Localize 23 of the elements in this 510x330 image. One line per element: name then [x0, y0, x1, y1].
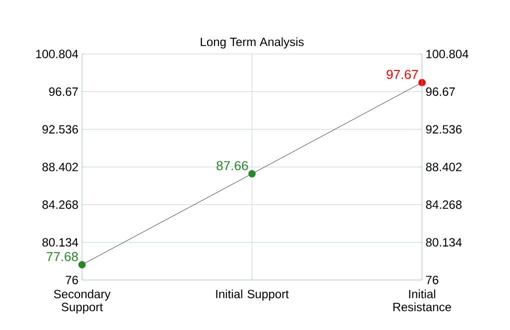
y-tick-label: 92.536	[426, 125, 462, 134]
y2-tick-label: 92.536	[42, 125, 78, 134]
y2-tick-label: 88.402	[42, 162, 78, 172]
chart-title: Long Term Analysis	[200, 37, 304, 48]
y-tick-label: 88.402	[426, 162, 462, 172]
data-label: 87.66	[216, 161, 248, 170]
y-tick-label: 84.268	[426, 200, 462, 209]
y2-tick-label: 76	[66, 276, 78, 284]
point	[248, 170, 256, 178]
y-tick-label: 80.134	[426, 238, 462, 247]
y2-tick-label: 100.804	[36, 50, 78, 58]
point	[78, 261, 86, 268]
x-tick-label: Initial Resistance	[393, 290, 452, 312]
x-tick-label: Secondary Support	[54, 290, 111, 314]
y-tick-label: 100.804	[426, 50, 468, 58]
data-label: 97.67	[386, 70, 418, 80]
data-label: 77.68	[46, 252, 78, 262]
y2-tick-label: 84.268	[42, 200, 78, 209]
y2-tick-label: 96.67	[49, 87, 78, 96]
y-tick-label: 76	[426, 276, 438, 284]
y-tick-label: 96.67	[426, 87, 455, 96]
x-tick-label: Initial Support	[216, 290, 289, 301]
y2-tick-label: 80.134	[42, 238, 78, 247]
